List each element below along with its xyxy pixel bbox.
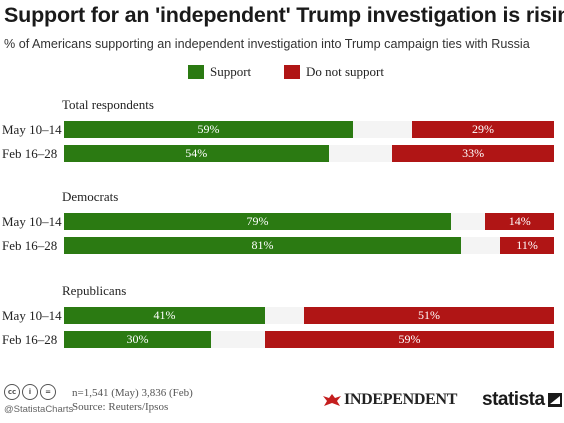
- bar-support: 79%: [64, 213, 452, 230]
- bar-support: 30%: [64, 331, 211, 348]
- bar-track: 59% 29%: [64, 121, 554, 138]
- bar-do-not-support: 51%: [304, 307, 554, 324]
- legend-item-do-not-support: Do not support: [284, 64, 384, 80]
- chart-subtitle: % of Americans supporting an independent…: [4, 37, 530, 51]
- statista-logo: statista: [482, 389, 562, 411]
- bar-track: 54% 33%: [64, 145, 554, 162]
- bar-do-not-support: 11%: [500, 237, 554, 254]
- legend-swatch-do-not-support: [284, 65, 300, 79]
- row-label: May 10–14: [2, 122, 62, 137]
- bar-support: 41%: [64, 307, 265, 324]
- row-label: Feb 16–28: [2, 332, 58, 347]
- legend-label-support: Support: [210, 64, 252, 79]
- bar-do-not-support: 29%: [411, 121, 554, 138]
- row-label: Feb 16–28: [2, 146, 58, 161]
- bar-track: 41% 51%: [64, 307, 554, 324]
- group-label-democrats: Democrats: [62, 189, 119, 204]
- license-icons: cc i =: [4, 384, 56, 400]
- source-text: Source: Reuters/Ipsos: [72, 401, 169, 413]
- bar-do-not-support: 14%: [485, 213, 554, 230]
- bar-track: 30% 59%: [64, 331, 554, 348]
- bar-do-not-support: 59%: [264, 331, 554, 348]
- bar-support: 59%: [64, 121, 354, 138]
- bar-support: 54%: [64, 145, 329, 162]
- creative-commons-icon: cc: [4, 384, 20, 400]
- bar-track: 79% 14%: [64, 213, 554, 230]
- bar-track: 81% 11%: [64, 237, 554, 254]
- row-label: May 10–14: [2, 214, 62, 229]
- statista-wordmark: statista: [482, 389, 545, 410]
- legend: Support Do not support: [0, 64, 564, 84]
- group-label-republicans: Republicans: [62, 283, 127, 298]
- sample-size-note: n=1,541 (May) 3,836 (Feb): [72, 387, 193, 399]
- chart-title: Support for an 'independent' Trump inves…: [4, 3, 564, 27]
- legend-swatch-support: [188, 65, 204, 79]
- legend-label-do-not-support: Do not support: [306, 64, 384, 79]
- row-label: Feb 16–28: [2, 238, 58, 253]
- equals-icon: =: [40, 384, 56, 400]
- group-label-total-respondents: Total respondents: [62, 97, 154, 112]
- attribution-icon: i: [22, 384, 38, 400]
- footer: cc i = @StatistaCharts n=1,541 (May) 3,8…: [0, 380, 564, 423]
- statista-mark-icon: [547, 393, 562, 407]
- independent-wordmark: INDEPENDENT: [344, 391, 458, 408]
- eagle-icon: [323, 394, 341, 406]
- statista-handle: @StatistaCharts: [4, 404, 74, 415]
- bar-do-not-support: 33%: [392, 145, 554, 162]
- source-note: n=1,541 (May) 3,836 (Feb) Source: Reuter…: [72, 386, 193, 414]
- independent-logo: INDEPENDENT: [322, 391, 457, 409]
- row-label: May 10–14: [2, 308, 62, 323]
- legend-item-support: Support: [188, 64, 251, 80]
- bar-support: 81%: [64, 237, 461, 254]
